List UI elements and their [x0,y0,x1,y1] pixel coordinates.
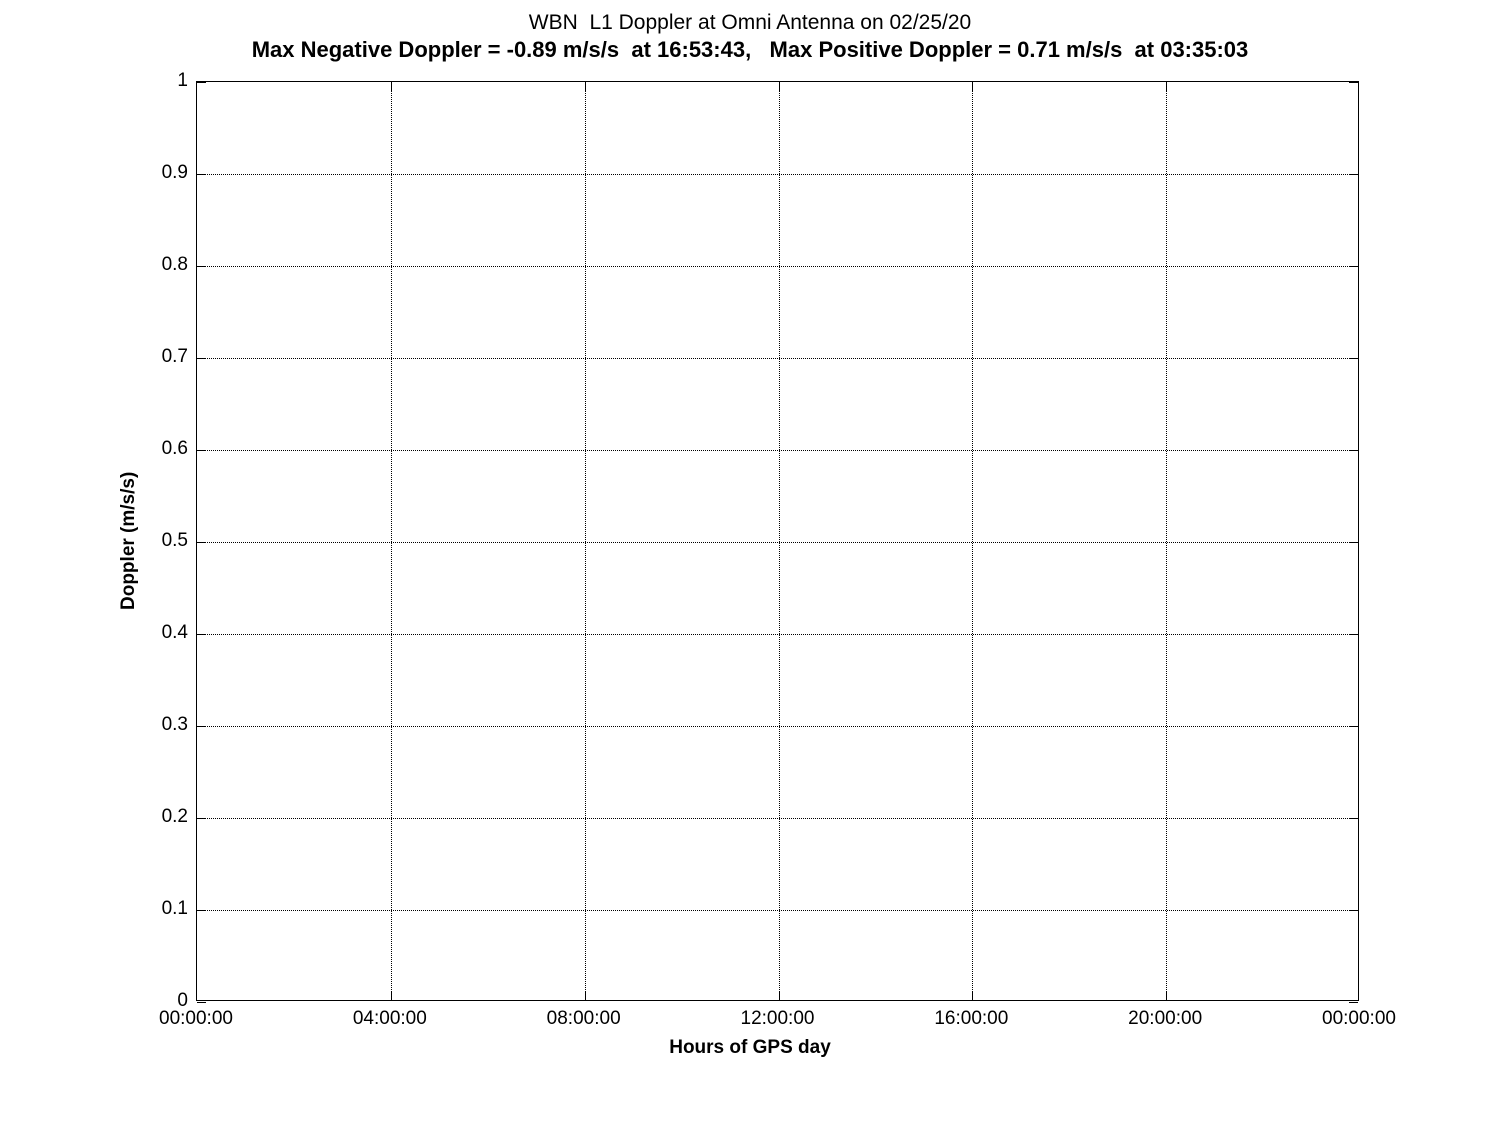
y-axis-tick-mark [197,266,206,267]
y-axis-tick-label: 0.4 [161,622,188,643]
x-axis-tick-mark [1166,991,1168,1000]
horizontal-gridline [197,910,1358,911]
x-axis-tick-label: 20:00:00 [1128,1008,1203,1029]
x-axis-tick-label: 08:00:00 [546,1008,621,1029]
vertical-gridline [1166,82,1168,1000]
x-axis-tick-label: 16:00:00 [934,1008,1009,1029]
y-axis-tick-mark [1349,358,1358,359]
vertical-gridline [972,82,974,1000]
y-axis-tick-mark [197,910,206,911]
y-axis-tick-mark [1349,82,1358,83]
vertical-gridline [778,82,780,1000]
y-axis-tick-label: 0.6 [161,438,188,459]
y-axis-tick-mark [1349,1002,1358,1003]
x-axis-tick-label: 00:00:00 [159,1008,233,1029]
y-axis-tick-label: 0.9 [161,162,188,183]
horizontal-gridline [197,266,1358,267]
y-axis-tick-mark [197,1002,206,1003]
horizontal-gridline [197,726,1358,727]
y-axis-tick-label: 0.5 [161,530,188,551]
horizontal-gridline [197,634,1358,635]
x-axis-tick-mark [584,82,586,91]
y-axis-tick-mark [197,542,206,543]
y-axis-tick-label: 0 [177,990,188,1011]
y-axis-title: Doppler (m/s/s) [118,471,139,610]
y-axis-tick-label: 0.1 [161,898,188,919]
chart-subtitle: Max Negative Doppler = -0.89 m/s/s at 16… [251,37,1249,62]
y-axis-tick-mark [1349,266,1358,267]
y-axis-tick-label: 1 [177,70,188,91]
vertical-gridline [390,82,392,1000]
y-axis-tick-label: 0.3 [161,714,188,735]
y-axis-tick-label: 0.7 [161,346,188,367]
horizontal-gridline [197,818,1358,819]
y-axis-tick-mark [197,450,206,451]
x-axis-tick-mark [972,991,974,1000]
y-axis-tick-mark [197,174,206,175]
y-axis-tick-mark [197,358,206,359]
horizontal-gridline [197,542,1358,543]
x-axis-tick-mark [972,82,974,91]
horizontal-gridline [197,358,1358,359]
y-axis-tick-mark [197,726,206,727]
x-axis-tick-mark [390,991,392,1000]
chart-title-block: WBN L1 Doppler at Omni Antenna on 02/25/… [0,10,1500,64]
y-axis-tick-label: 0.8 [161,254,188,275]
y-axis-tick-mark [1349,634,1358,635]
plot-area [196,81,1359,1003]
x-axis-tick-label: 00:00:00 [1322,1008,1396,1029]
y-axis-tick-mark [197,818,206,819]
y-axis-tick-mark [1349,174,1358,175]
y-axis-tick-label: 0.2 [161,806,188,827]
y-axis-tick-mark [1349,450,1358,451]
y-axis-tick-mark [1349,726,1358,727]
chart-title: WBN L1 Doppler at Omni Antenna on 02/25/… [528,11,972,34]
x-axis-tick-mark [1166,82,1168,91]
x-axis-tick-mark [584,991,586,1000]
x-axis-tick-mark [778,82,780,91]
x-axis-tick-label: 12:00:00 [740,1008,815,1029]
horizontal-gridline [197,450,1358,451]
horizontal-gridline [197,174,1358,175]
y-axis-tick-mark [1349,910,1358,911]
x-axis-tick-mark [778,991,780,1000]
y-axis-tick-mark [1349,542,1358,543]
y-axis-tick-mark [197,82,206,83]
x-axis-tick-mark [390,82,392,91]
x-axis-title: Hours of GPS day [669,1037,831,1058]
x-axis-tick-label: 04:00:00 [352,1008,427,1029]
y-axis-tick-mark [197,634,206,635]
y-axis-tick-mark [1349,818,1358,819]
vertical-gridline [584,82,586,1000]
